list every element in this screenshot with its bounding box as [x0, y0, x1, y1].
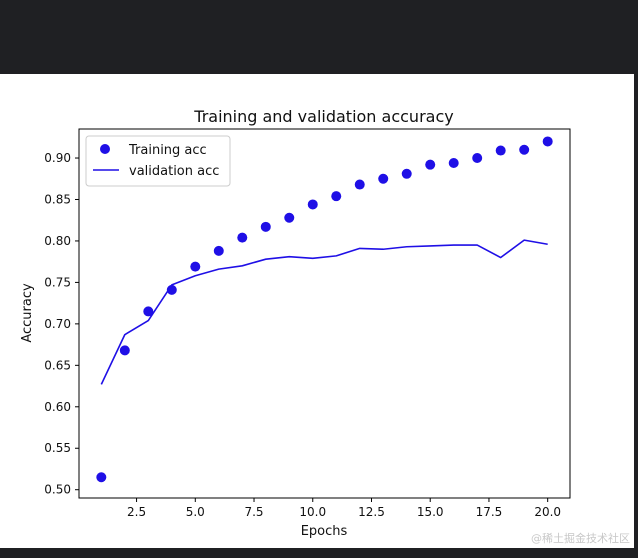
plot-area-frame [78, 128, 571, 499]
training-acc-point [495, 145, 506, 156]
y-tick-label: 0.55 [44, 441, 71, 455]
right-dark-edge [634, 74, 638, 558]
training-acc-point [119, 345, 130, 356]
training-acc-point [425, 159, 436, 170]
x-tick-label: 17.5 [476, 505, 503, 519]
y-tick-label: 0.60 [44, 400, 71, 414]
chart-title: Training and validation accuracy [193, 107, 453, 126]
legend-training-label: Training acc [128, 143, 207, 158]
x-tick-label: 12.5 [358, 505, 385, 519]
training-acc-point [190, 261, 201, 272]
training-acc-point [542, 136, 553, 147]
y-tick-label: 0.65 [44, 358, 71, 372]
y-axis: 0.50 0.55 0.60 0.65 0.70 0.75 0.80 0.85 0.90 [44, 151, 79, 497]
legend-box [85, 135, 231, 187]
x-tick-label: 15.0 [417, 505, 444, 519]
training-acc-point [96, 472, 107, 483]
y-tick-label: 0.70 [44, 317, 71, 331]
y-tick-label: 0.85 [44, 192, 71, 206]
bottom-dark-band [0, 548, 638, 558]
validation-acc-line [100, 239, 548, 385]
training-acc-point [378, 173, 389, 184]
x-tick-label: 7.5 [244, 505, 263, 519]
training-acc-point [284, 212, 295, 223]
training-acc-point [354, 179, 365, 190]
training-acc-point [143, 306, 154, 317]
training-acc-point [307, 199, 318, 210]
training-acc-point [237, 232, 248, 243]
y-tick-label: 0.75 [44, 275, 71, 289]
y-axis-label: Accuracy [20, 283, 35, 343]
x-tick-label: 5.0 [186, 505, 205, 519]
training-acc-point [401, 168, 412, 179]
x-axis: 2.5 5.0 7.5 10.0 12.5 15.0 17.5 20.0 [127, 498, 561, 519]
legend-validation-label: validation acc [129, 164, 219, 179]
legend-training-marker [100, 144, 110, 154]
y-tick-label: 0.50 [44, 483, 71, 497]
y-tick-label: 0.80 [44, 234, 71, 248]
training-acc-point [472, 153, 483, 164]
top-dark-band [0, 0, 638, 74]
x-tick-label: 10.0 [299, 505, 326, 519]
watermark: @稀土掘金技术社区 [531, 532, 630, 545]
training-acc-point [213, 245, 224, 256]
training-acc-point [448, 157, 459, 168]
x-tick-label: 20.0 [534, 505, 561, 519]
training-acc-point [260, 221, 271, 232]
x-tick-label: 2.5 [127, 505, 146, 519]
training-acc-point [519, 144, 530, 155]
training-acc-point [331, 191, 342, 202]
y-tick-label: 0.90 [44, 151, 71, 165]
legend: Training acc validation acc [85, 135, 231, 187]
x-axis-label: Epochs [301, 524, 348, 539]
series-layer [96, 136, 553, 483]
